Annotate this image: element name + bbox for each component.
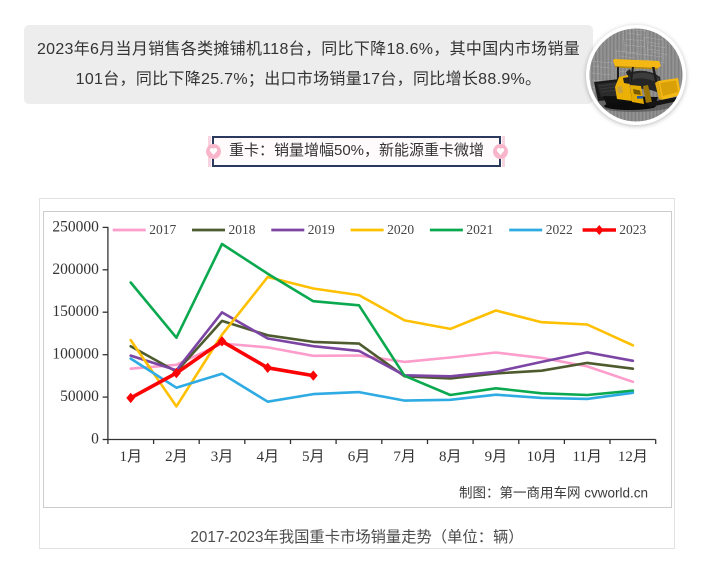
svg-text:8月: 8月 <box>439 449 462 465</box>
svg-text:5月: 5月 <box>302 449 325 465</box>
svg-text:7月: 7月 <box>393 449 416 465</box>
svg-text:2022: 2022 <box>545 222 572 237</box>
svg-text:9月: 9月 <box>484 449 507 465</box>
svg-text:2019: 2019 <box>307 222 334 237</box>
svg-text:10月: 10月 <box>526 449 556 465</box>
svg-text:250000: 250000 <box>52 218 99 235</box>
svg-text:3月: 3月 <box>210 449 233 465</box>
svg-text:12月: 12月 <box>617 449 647 465</box>
svg-text:2月: 2月 <box>165 449 188 465</box>
svg-text:4月: 4月 <box>256 449 279 465</box>
svg-text:制图：第一商用车网 cvworld.cn: 制图：第一商用车网 cvworld.cn <box>458 485 647 501</box>
svg-text:150000: 150000 <box>52 303 99 320</box>
svg-text:2020: 2020 <box>387 222 414 237</box>
svg-text:2017: 2017 <box>149 222 176 237</box>
svg-text:2021: 2021 <box>466 222 493 237</box>
svg-text:1月: 1月 <box>119 449 142 465</box>
svg-text:100000: 100000 <box>52 346 99 363</box>
svg-text:2018: 2018 <box>228 222 255 237</box>
svg-text:0: 0 <box>91 431 99 448</box>
svg-text:2023: 2023 <box>619 222 646 237</box>
svg-text:11月: 11月 <box>572 449 601 465</box>
svg-text:200000: 200000 <box>52 261 99 278</box>
svg-text:50000: 50000 <box>60 388 99 405</box>
svg-text:6月: 6月 <box>347 449 370 465</box>
